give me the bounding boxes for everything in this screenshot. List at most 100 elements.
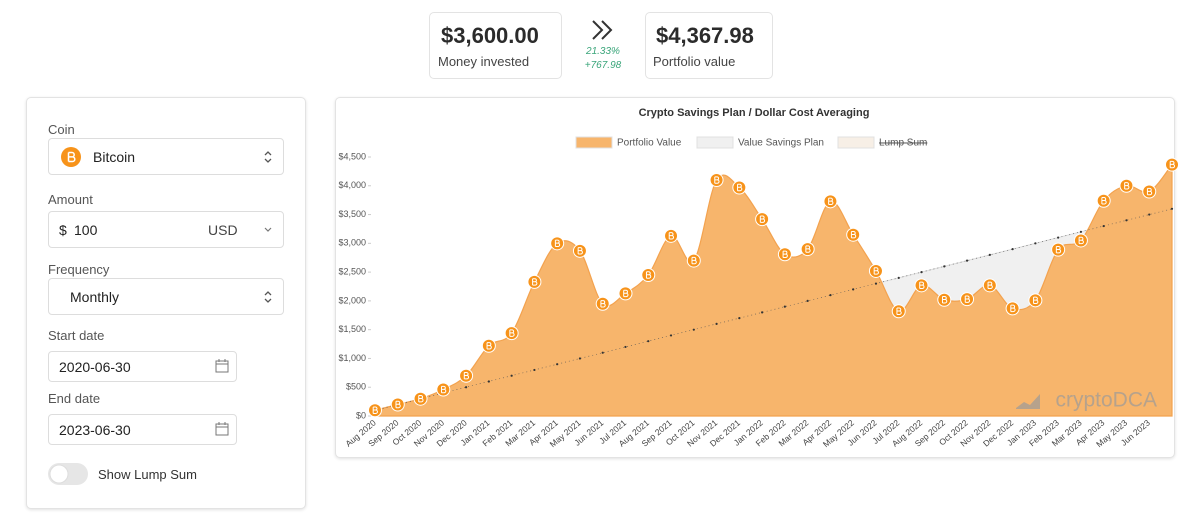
portfolio-point <box>527 274 542 289</box>
savings-dot <box>578 357 582 360</box>
frequency-select[interactable]: Monthly <box>48 278 284 315</box>
coin-glyph <box>1146 187 1153 196</box>
y-tick-label: $2,000 <box>338 295 366 305</box>
savings-dot <box>1170 207 1174 210</box>
currency-value: USD <box>208 222 238 238</box>
end-input[interactable]: 2023-06-30 <box>48 414 237 445</box>
legend-label: Lump Sum <box>879 138 927 149</box>
arrow-icon <box>592 20 613 40</box>
frequency-label: Frequency <box>48 262 110 277</box>
savings-dot <box>738 317 741 320</box>
legend-swatch <box>575 136 613 149</box>
portfolio-point <box>823 194 838 209</box>
portfolio-point <box>868 263 883 278</box>
watermark: cryptoDCA <box>1055 389 1157 412</box>
start-input[interactable]: 2020-06-30 <box>48 351 237 382</box>
coin-glyph <box>737 183 743 192</box>
savings-dot <box>624 345 627 349</box>
return-abs: +767.98 <box>584 60 622 71</box>
savings-dot <box>669 334 673 337</box>
portfolio-point <box>755 212 770 227</box>
watermark-icon <box>1016 394 1040 409</box>
coin-glyph <box>1101 197 1107 205</box>
end-label: End date <box>48 391 101 406</box>
portfolio-point <box>1096 193 1111 208</box>
y-tick-label: $4,000 <box>338 180 366 190</box>
portfolio-point <box>390 397 405 412</box>
portfolio-value: $4,367.98 <box>656 23 754 48</box>
savings-dot <box>715 322 718 326</box>
coin-glyph <box>941 296 948 304</box>
portfolio-point <box>550 236 565 251</box>
currency-arrow <box>264 227 272 232</box>
savings-dot <box>692 328 695 331</box>
coin-icon <box>61 147 81 167</box>
coin-glyph <box>714 176 720 184</box>
coin-glyph <box>850 230 857 239</box>
currency-symbol: $ <box>59 222 67 238</box>
portfolio-point <box>1051 242 1066 257</box>
portfolio-point <box>436 382 451 397</box>
return-pct: 21.33% <box>586 46 620 57</box>
coin-glyph <box>896 307 902 315</box>
coin-glyph <box>987 281 993 290</box>
select-arrows <box>264 291 272 303</box>
savings-dot <box>761 311 764 314</box>
savings-dot <box>897 276 900 279</box>
coin-glyph <box>1169 160 1175 169</box>
savings-dot <box>874 282 878 285</box>
coin-glyph <box>1078 236 1084 245</box>
savings-dot <box>965 259 969 262</box>
coin-glyph <box>873 267 879 275</box>
portfolio-point <box>732 180 747 195</box>
coin-glyph <box>372 406 378 414</box>
y-tick-label: $0 <box>356 410 366 420</box>
savings-dot <box>601 351 604 354</box>
coin-value: Bitcoin <box>93 149 136 165</box>
coin-glyph <box>623 289 629 298</box>
portfolio-point <box>641 267 656 282</box>
start-label: Start date <box>48 328 105 343</box>
savings-dot <box>533 368 536 372</box>
portfolio-point <box>846 227 861 242</box>
coin-glyph <box>759 215 766 223</box>
y-tick-label: $2,500 <box>338 266 366 276</box>
portfolio-point <box>459 368 474 383</box>
start-value: 2020-06-30 <box>59 359 131 375</box>
amount-input[interactable]: $ 100 USD <box>48 211 284 248</box>
coin-glyph <box>463 372 470 380</box>
amount-value: 100 <box>74 222 98 238</box>
y-tick-label: $1,500 <box>338 324 366 334</box>
legend-swatch <box>837 136 875 149</box>
legend-label: Portfolio Value <box>617 138 682 149</box>
portfolio-point <box>595 296 610 311</box>
calendar-icon <box>215 359 229 373</box>
toggle-label: Show Lump Sum <box>98 467 197 482</box>
coin-glyph <box>645 271 652 279</box>
portfolio-area <box>374 162 1173 417</box>
form-panel: Coin Bitcoin Amount $ 100 USD Frequency … <box>26 97 306 509</box>
savings-dot <box>464 386 468 389</box>
savings-dot <box>1011 247 1014 251</box>
coin-select[interactable]: Bitcoin <box>48 138 284 175</box>
savings-dot <box>829 294 832 297</box>
savings-dot <box>510 374 513 377</box>
lump-sum-toggle[interactable] <box>48 463 88 485</box>
portfolio-point <box>1005 301 1020 316</box>
savings-dot <box>920 271 923 274</box>
portfolio-point <box>1142 184 1157 199</box>
portfolio-label: Portfolio value <box>653 54 736 69</box>
coin-glyph <box>441 385 447 394</box>
coin-glyph <box>600 300 606 308</box>
portfolio-point <box>800 242 815 257</box>
coin-label: Coin <box>48 122 75 137</box>
coin-glyph <box>1033 296 1039 305</box>
y-tick-label: $3,000 <box>338 238 366 248</box>
portfolio-point <box>777 247 792 262</box>
portfolio-point <box>709 173 724 188</box>
invested-value: $3,600.00 <box>441 23 539 48</box>
portfolio-point <box>572 243 587 258</box>
coin-glyph <box>805 245 811 253</box>
